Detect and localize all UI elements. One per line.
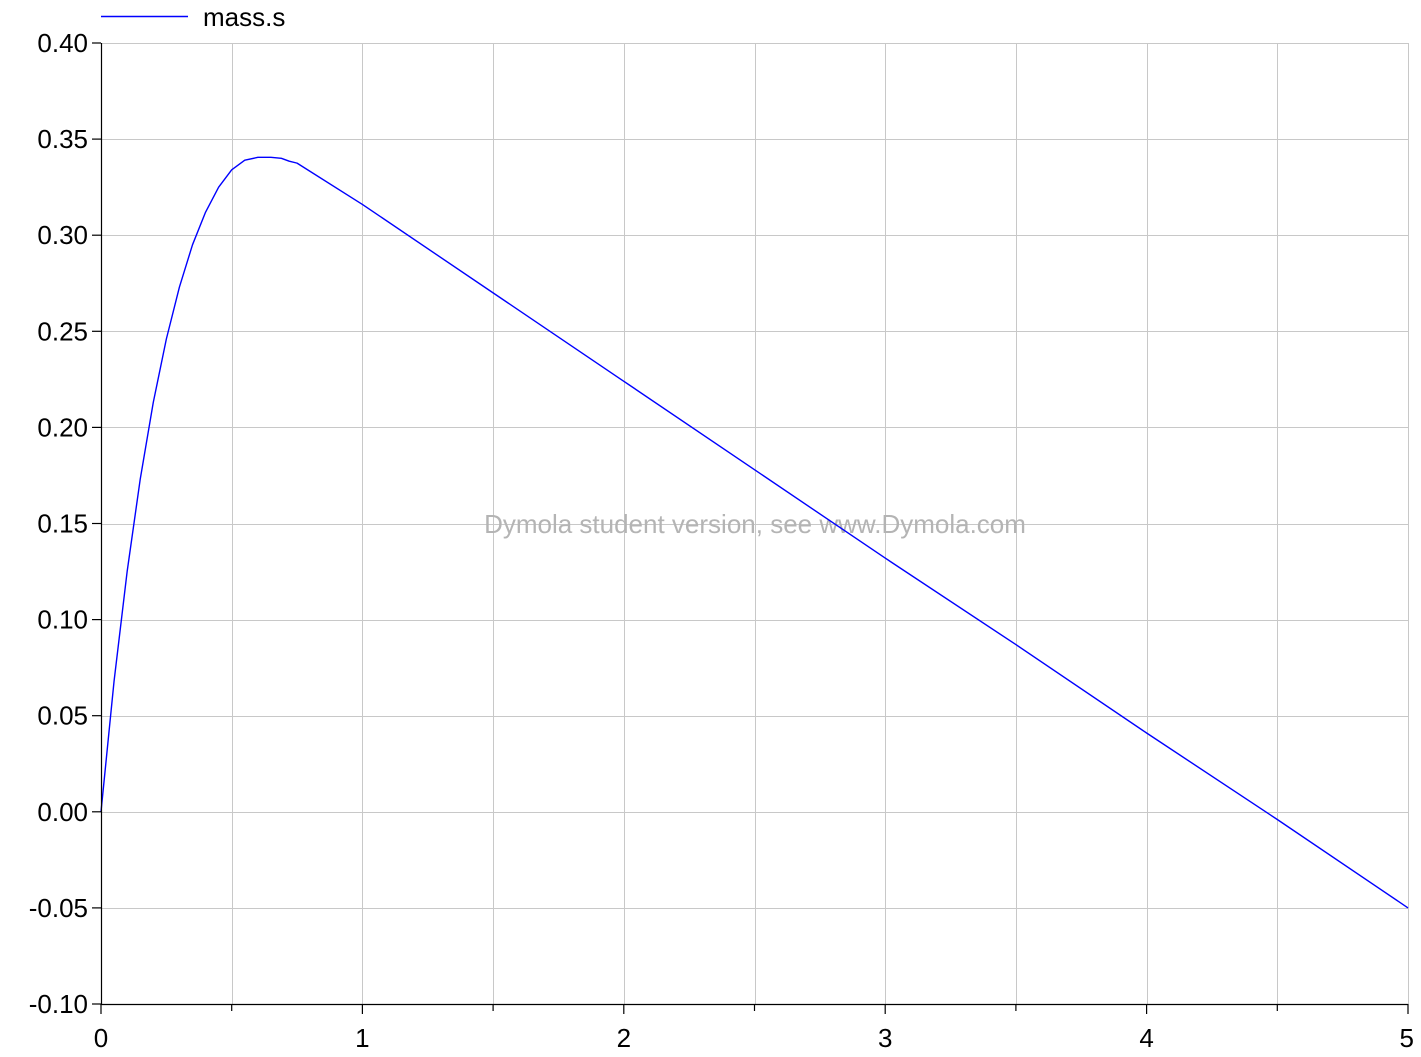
x-tick-label: 4 xyxy=(1139,1023,1153,1053)
legend-label-mass-s: mass.s xyxy=(203,2,285,32)
x-tick-label: 1 xyxy=(355,1023,369,1053)
y-tick-label: 0.25 xyxy=(37,316,88,346)
series-layer xyxy=(100,156,1409,909)
x-tick-label: 3 xyxy=(878,1023,892,1053)
tick-marks xyxy=(92,42,1409,1014)
series-line-mass-s xyxy=(100,156,1409,909)
legend: mass.s xyxy=(101,2,285,32)
x-tick-label: 0 xyxy=(94,1023,108,1053)
y-tick-label: 0.05 xyxy=(37,701,88,731)
y-tick-label: -0.10 xyxy=(29,989,88,1019)
y-tick-label: 0.40 xyxy=(37,28,88,58)
watermark-layer: Dymola student version, see www.Dymola.c… xyxy=(484,509,1026,539)
y-tick-label: 0.35 xyxy=(37,124,88,154)
watermark-text: Dymola student version, see www.Dymola.c… xyxy=(484,509,1026,539)
x-tick-label: 2 xyxy=(617,1023,631,1053)
y-tick-label: 0.30 xyxy=(37,220,88,250)
y-tick-label: -0.05 xyxy=(29,893,88,923)
y-tick-labels: -0.10 -0.05 0.00 0.05 0.10 0.15 0.20 0.25 0.30 0.… xyxy=(29,28,88,1019)
x-tick-labels: 0 1 2 3 4 5 xyxy=(94,1023,1414,1053)
y-tick-label: 0.00 xyxy=(37,797,88,827)
y-tick-label: 0.15 xyxy=(37,509,88,539)
x-tick-label: 5 xyxy=(1400,1023,1414,1053)
y-tick-label: 0.10 xyxy=(37,605,88,635)
y-tick-label: 0.20 xyxy=(37,412,88,442)
